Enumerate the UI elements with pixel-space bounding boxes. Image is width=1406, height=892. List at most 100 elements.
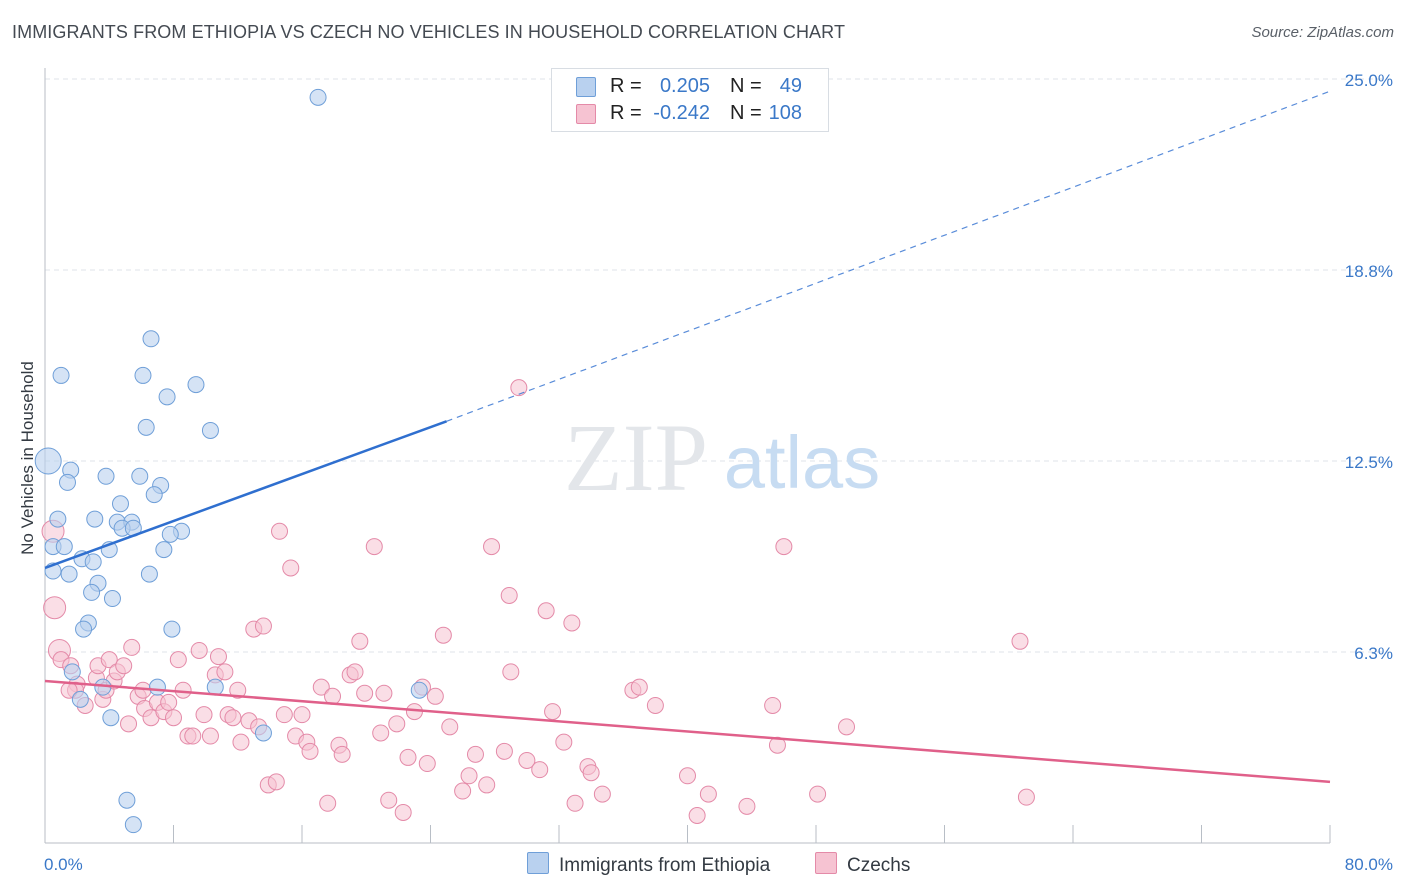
czechs-point <box>201 727 219 745</box>
ethiopia-point <box>84 553 102 571</box>
czechs-point <box>319 794 337 812</box>
legend-item-ethiopia[interactable]: Immigrants from Ethiopia <box>527 852 770 877</box>
ethiopia-point <box>410 681 428 699</box>
czechs-point <box>267 773 285 791</box>
source-label: Source: ZipAtlas.com <box>1251 24 1394 41</box>
czechs-point <box>375 684 393 702</box>
czechs-point <box>434 626 452 644</box>
czechs-point <box>184 727 202 745</box>
ethiopia-point <box>148 678 166 696</box>
czechs-point <box>566 794 584 812</box>
chart-title: IMMIGRANTS FROM ETHIOPIA VS CZECH NO VEH… <box>12 22 846 42</box>
ethiopia-point <box>55 538 73 556</box>
czechs-point <box>593 785 611 803</box>
czechs-point <box>301 742 319 760</box>
czechs-point <box>502 663 520 681</box>
ethiopia-point <box>58 473 76 491</box>
ethiopia-point <box>34 447 62 475</box>
czechs-point <box>229 681 247 699</box>
y-tick-label: 6.3% <box>1354 644 1393 663</box>
ethiopia-point <box>52 366 70 384</box>
ethiopia-point <box>155 541 173 559</box>
y-axis-title: No Vehicles in Household <box>18 361 37 555</box>
legend-label-ethiopia: Immigrants from Ethiopia <box>559 855 771 876</box>
czechs-point <box>365 538 383 556</box>
ethiopia-point <box>187 376 205 394</box>
czechs-point <box>454 782 472 800</box>
czechs-point <box>271 522 289 540</box>
czechs-point <box>224 709 242 727</box>
czechs-point <box>282 559 300 577</box>
ethiopia-point <box>97 467 115 485</box>
czechs-point <box>809 785 827 803</box>
czechs-point <box>333 745 351 763</box>
ethiopia-trend-extension <box>446 90 1331 422</box>
czechs-point <box>394 803 412 821</box>
czechs-point <box>531 761 549 779</box>
ethiopia-point <box>142 330 160 348</box>
czechs-point <box>399 748 417 766</box>
czechs-point <box>115 657 133 675</box>
ethiopia-point <box>309 88 327 106</box>
czechs-point <box>169 651 187 669</box>
czechs-point <box>195 706 213 724</box>
czechs-point <box>165 709 182 727</box>
czechs-point <box>293 706 311 724</box>
czechs-point <box>699 785 717 803</box>
czechs-point <box>356 684 374 702</box>
legend-label-czechs: Czechs <box>847 855 911 876</box>
watermark-atlas: atlas <box>724 421 880 504</box>
stats-row-ethiopia: R = 0.205 N = 49 <box>552 73 828 100</box>
x-tick-label: 80.0% <box>1345 855 1393 874</box>
czechs-points <box>41 379 1035 824</box>
ethiopia-point <box>161 525 179 543</box>
czechs-point <box>120 715 138 733</box>
r-value: 0.205 <box>659 75 710 97</box>
ethiopia-point <box>71 690 89 708</box>
ethiopia-point <box>131 467 149 485</box>
r-value: -0.242 <box>653 102 710 124</box>
czechs-point <box>764 696 782 714</box>
czechs-point <box>646 696 664 714</box>
czechs-point <box>275 706 293 724</box>
czechs-point <box>209 648 227 666</box>
x-tick-label: 0.0% <box>44 855 83 874</box>
czechs-point <box>555 733 573 751</box>
czechs-point <box>679 767 696 785</box>
ethiopia-point <box>102 709 120 727</box>
legend-swatch-czechs <box>815 852 837 874</box>
ethiopia-point <box>63 663 81 681</box>
czechs-point <box>380 791 398 809</box>
czechs-point <box>738 797 756 815</box>
ethiopia-point <box>103 590 121 608</box>
n-label: N = <box>730 102 762 124</box>
ethiopia-point <box>86 510 104 528</box>
stats-box: R = 0.205 N = 49 R = -0.242 N = 108 <box>551 68 829 132</box>
czechs-point <box>563 614 581 632</box>
ethiopia-point <box>118 791 136 809</box>
legend-item-czechs[interactable]: Czechs <box>815 852 910 877</box>
ethiopia-point <box>158 388 176 406</box>
czechs-point <box>775 538 793 556</box>
czechs-point <box>460 767 478 785</box>
gridlines <box>45 78 1393 653</box>
czechs-point <box>388 715 406 733</box>
czechs-point <box>688 806 706 824</box>
trend-lines <box>44 90 1331 784</box>
ethiopia-point <box>124 816 142 834</box>
n-label: N = <box>730 75 762 97</box>
czechs-point <box>630 678 648 696</box>
legend-swatch-ethiopia <box>527 852 549 874</box>
czechs-point <box>478 776 496 794</box>
czechs-trend-line <box>44 679 1331 784</box>
czechs-point <box>495 742 513 760</box>
czechs-point <box>312 678 330 696</box>
r-label: R = <box>610 102 642 124</box>
ethiopia-trend-line <box>44 420 447 570</box>
czechs-point <box>838 718 856 736</box>
czechs-point <box>537 602 555 620</box>
y-tick-label: 25.0% <box>1345 71 1393 90</box>
n-value: 108 <box>768 102 802 124</box>
czechs-point <box>500 586 518 604</box>
